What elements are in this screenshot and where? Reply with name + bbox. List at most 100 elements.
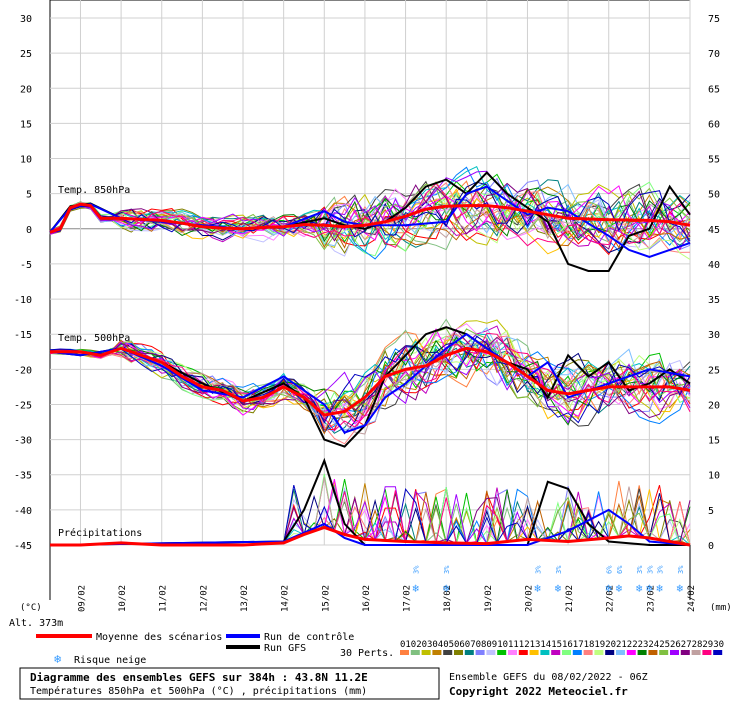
member-swatch bbox=[648, 650, 658, 655]
member-swatch bbox=[680, 650, 690, 655]
member-swatch bbox=[421, 650, 431, 655]
snow-risk-pct: 3% bbox=[636, 565, 644, 574]
legend-mean-label: Moyenne des scénarios bbox=[96, 631, 222, 643]
member-number: 28 bbox=[692, 640, 703, 650]
snowflake-icon: ❄ bbox=[656, 582, 663, 595]
member-swatch bbox=[540, 650, 550, 655]
member-swatch bbox=[497, 650, 507, 655]
left-tick-label: -20 bbox=[14, 365, 32, 376]
left-tick-label: 30 bbox=[20, 14, 32, 25]
date-tick-label: 13/02 bbox=[240, 585, 250, 612]
footer-title: Diagramme des ensembles GEFS sur 384h : … bbox=[30, 671, 368, 684]
right-tick-label: 15 bbox=[708, 436, 720, 447]
member-swatch bbox=[637, 650, 647, 655]
left-tick-label: 25 bbox=[20, 49, 32, 60]
member-number: 17 bbox=[573, 640, 584, 650]
date-tick-label: 20/02 bbox=[524, 585, 534, 612]
member-swatch bbox=[594, 650, 604, 655]
member-swatch bbox=[454, 650, 463, 655]
right-tick-label: 10 bbox=[708, 471, 720, 482]
member-number: 25 bbox=[659, 640, 670, 650]
member-number: 16 bbox=[562, 640, 573, 650]
member-number: 11 bbox=[508, 640, 519, 650]
member-number: 20 bbox=[605, 640, 616, 650]
legend-perts-label: 30 Perts. bbox=[340, 648, 394, 659]
left-tick-label: -35 bbox=[14, 471, 32, 482]
footer-copyright: Copyright 2022 Meteociel.fr bbox=[449, 685, 628, 698]
date-tick-label: 22/02 bbox=[606, 585, 616, 612]
member-line-t850 bbox=[49, 170, 691, 244]
member-number: 26 bbox=[670, 640, 681, 650]
snow-risk-pct: 3% bbox=[535, 565, 543, 574]
right-tick-label: 25 bbox=[708, 365, 720, 376]
date-tick-label: 24/02 bbox=[687, 585, 697, 612]
series-line-t850 bbox=[49, 202, 691, 234]
member-line-t500 bbox=[49, 325, 691, 432]
member-swatch bbox=[670, 650, 679, 655]
left-tick-label: -25 bbox=[14, 400, 32, 411]
snow-risk-pct: 6% bbox=[616, 565, 624, 574]
member-line-t850 bbox=[49, 196, 691, 257]
snow-risk-pct: 3% bbox=[646, 565, 654, 574]
left-tick-label: -30 bbox=[14, 436, 32, 447]
right-tick-label: 0 bbox=[708, 541, 714, 552]
left-tick-label: 15 bbox=[20, 119, 32, 130]
right-tick-label: 35 bbox=[708, 295, 720, 306]
member-number: 13 bbox=[530, 640, 541, 650]
snow-risk-pct: 3% bbox=[677, 565, 685, 574]
member-swatch bbox=[616, 650, 625, 655]
date-tick-label: 21/02 bbox=[565, 585, 575, 612]
altitude-label: Alt. 373m bbox=[9, 618, 63, 629]
member-swatch bbox=[572, 650, 582, 655]
footer: Diagramme des ensembles GEFS sur 384h : … bbox=[19, 667, 648, 700]
panel-label-t500: Temp. 500hPa bbox=[58, 333, 130, 344]
member-swatch bbox=[410, 650, 420, 655]
plot-frame bbox=[49, 0, 691, 546]
member-number: 05 bbox=[443, 640, 454, 650]
member-number: 19 bbox=[594, 640, 605, 650]
member-swatch bbox=[400, 650, 409, 655]
member-line-t500 bbox=[49, 341, 691, 435]
member-number: 08 bbox=[476, 640, 487, 650]
right-tick-label: 65 bbox=[708, 84, 720, 95]
member-line-t500 bbox=[49, 335, 691, 424]
date-tick-label: 10/02 bbox=[118, 585, 128, 612]
date-tick-label: 12/02 bbox=[199, 585, 209, 612]
date-tick-label: 17/02 bbox=[403, 585, 413, 612]
snow-risk-pct: 6% bbox=[606, 565, 614, 574]
member-number: 21 bbox=[616, 640, 627, 650]
member-swatch bbox=[551, 650, 561, 655]
member-swatch bbox=[486, 650, 496, 655]
member-number: 15 bbox=[551, 640, 562, 650]
snowflake-icon: ❄ bbox=[443, 582, 450, 595]
right-tick-label: 40 bbox=[708, 260, 720, 271]
legend-gfs-label: Run GFS bbox=[264, 643, 306, 654]
right-tick-label: 70 bbox=[708, 49, 720, 60]
left-tick-label: -45 bbox=[14, 541, 32, 552]
date-tick-label: 16/02 bbox=[362, 585, 372, 612]
left-tick-label: -40 bbox=[14, 506, 32, 517]
main-series bbox=[49, 171, 691, 547]
left-unit-label: (°C) bbox=[20, 603, 42, 613]
member-number: 24 bbox=[648, 640, 659, 650]
member-number: 22 bbox=[627, 640, 638, 650]
axes: Temp. 850hPa Temp. 500hPa Précipitations… bbox=[9, 14, 732, 629]
member-number: 10 bbox=[497, 640, 508, 650]
member-number: 18 bbox=[584, 640, 595, 650]
snowflake-icon: ❄ bbox=[636, 582, 643, 595]
series-line-t500 bbox=[50, 346, 691, 417]
member-swatch bbox=[508, 650, 517, 655]
date-tick-label: 14/02 bbox=[281, 585, 291, 612]
snowflake-icon: ❄ bbox=[412, 582, 419, 595]
member-number: 01 bbox=[400, 640, 411, 650]
member-swatch bbox=[475, 650, 485, 655]
member-number: 29 bbox=[702, 640, 713, 650]
footer-subtitle: Températures 850hPa et 500hPa (°C) , pré… bbox=[30, 685, 367, 697]
legend-snow-label: Risque neige bbox=[74, 655, 146, 666]
member-number: 14 bbox=[540, 640, 551, 650]
snowflake-icon: ❄ bbox=[605, 582, 612, 595]
date-tick-label: 19/02 bbox=[484, 585, 494, 612]
series-line-t500 bbox=[49, 332, 691, 434]
